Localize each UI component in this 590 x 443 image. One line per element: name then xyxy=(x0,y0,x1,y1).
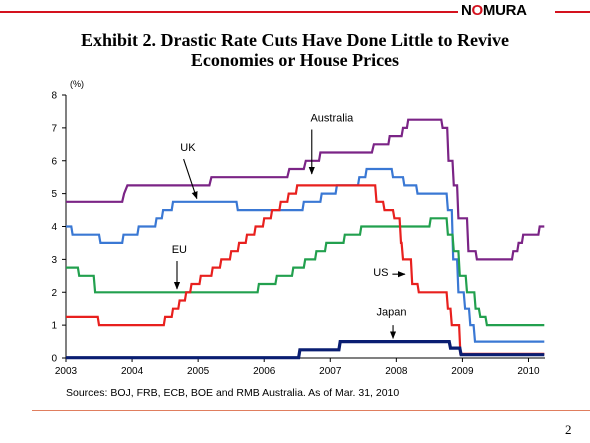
y-tick-label-7: 7 xyxy=(51,123,57,134)
y-tick-label-5: 5 xyxy=(51,189,57,200)
y-tick-label-6: 6 xyxy=(51,156,57,167)
y-tick-label-0: 0 xyxy=(51,354,57,365)
annotation-label-australia: Australia xyxy=(310,112,354,124)
y-tick-label-3: 3 xyxy=(51,255,57,266)
exhibit-title: Exhibit 2. Drastic Rate Cuts Have Done L… xyxy=(0,30,590,70)
header-rule xyxy=(0,11,458,13)
x-tick-label-2006: 2006 xyxy=(253,366,276,377)
nomura-logo: NOMURA xyxy=(461,2,527,19)
series-line-uk xyxy=(66,167,545,343)
annotation-arrow-uk xyxy=(183,158,198,200)
y-unit-label: (%) xyxy=(70,79,84,89)
annotation-label-eu: EU xyxy=(172,244,187,256)
series-line-us xyxy=(66,184,545,355)
series-line-eu xyxy=(66,217,545,327)
x-tick-label-2010: 2010 xyxy=(517,366,540,377)
y-tick-label-4: 4 xyxy=(51,222,57,233)
annotation-label-us: US xyxy=(373,267,388,279)
annotation-label-japan: Japan xyxy=(377,306,407,318)
page-number: 2 xyxy=(565,422,572,437)
y-tick-label-8: 8 xyxy=(51,91,57,102)
x-tick-label-2003: 2003 xyxy=(55,366,78,377)
x-tick-label-2009: 2009 xyxy=(451,366,474,377)
source-note: Sources: BOJ, FRB, ECB, BOE and RMB Aust… xyxy=(66,387,400,399)
footer-rule xyxy=(32,410,590,411)
annotation-label-uk: UK xyxy=(180,142,196,154)
title-line-2: Economies or House Prices xyxy=(190,50,400,70)
y-tick-label-2: 2 xyxy=(51,288,57,299)
title-line-1: Exhibit 2. Drastic Rate Cuts Have Done L… xyxy=(81,30,509,50)
logo-text-mura: MURA xyxy=(482,2,527,19)
series-line-australia xyxy=(66,118,545,261)
logo-text-n: N xyxy=(461,2,472,19)
x-tick-label-2005: 2005 xyxy=(187,366,210,377)
x-tick-label-2008: 2008 xyxy=(385,366,408,377)
x-tick-label-2004: 2004 xyxy=(121,366,144,377)
y-tick-label-1: 1 xyxy=(51,321,57,332)
logo-text-o: O xyxy=(471,2,484,19)
series-line-japan xyxy=(66,340,545,360)
logo-underline xyxy=(555,11,590,13)
x-tick-label-2007: 2007 xyxy=(319,366,342,377)
